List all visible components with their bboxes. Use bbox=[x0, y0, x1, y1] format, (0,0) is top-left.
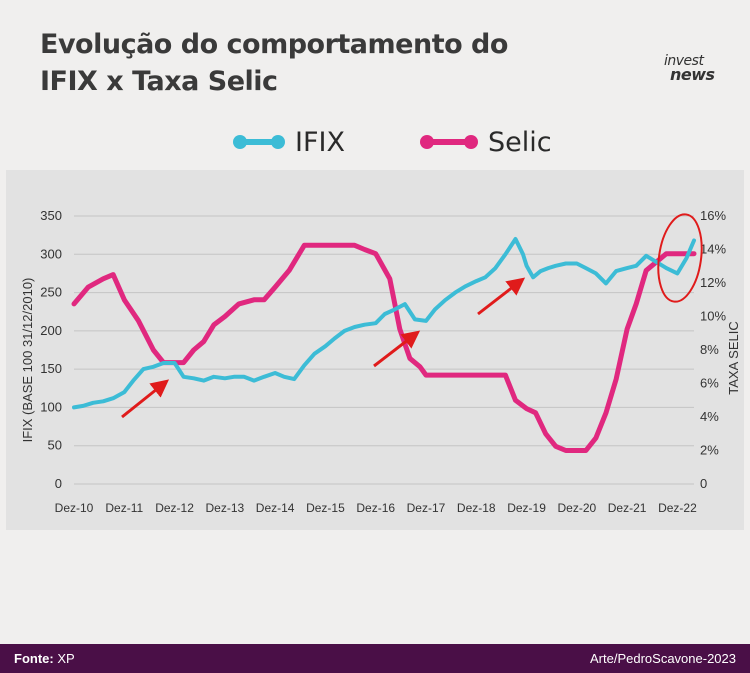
legend-marker-selic bbox=[420, 135, 478, 149]
source-note: Fonte: XP bbox=[14, 651, 75, 666]
logo-line-1: invest bbox=[664, 53, 704, 69]
right-axis-label: TAXA SELIC bbox=[726, 321, 741, 394]
chart-legend: IFIX Selic bbox=[0, 124, 750, 160]
right-tick-label: 12% bbox=[700, 275, 726, 290]
right-tick-label: 0 bbox=[700, 476, 707, 491]
series-line-selic bbox=[71, 242, 697, 453]
x-tick-label: Dez-20 bbox=[557, 501, 596, 515]
left-axis-label: IFIX (BASE 100 31/12/2010) bbox=[20, 278, 35, 443]
left-tick-label: 50 bbox=[48, 438, 62, 453]
title-line-1: Evolução do comportamento do bbox=[40, 29, 508, 60]
left-tick-label: 150 bbox=[40, 361, 62, 376]
left-tick-label: 0 bbox=[55, 476, 62, 491]
chart-area: 0 50 100 150 200 250 300 350 0 2% 4% 6% 8% 10% 12% 14%… bbox=[6, 170, 744, 530]
x-tick-label: Dez-18 bbox=[457, 501, 496, 515]
right-tick-label: 4% bbox=[700, 409, 719, 424]
right-tick-label: 16% bbox=[700, 208, 726, 223]
right-tick-label: 2% bbox=[700, 443, 719, 458]
annotation-arrow bbox=[373, 330, 421, 368]
x-tick-label: Dez-21 bbox=[608, 501, 647, 515]
artist-credit: Arte/PedroScavone-2023 bbox=[590, 651, 736, 666]
x-tick-label: Dez-19 bbox=[507, 501, 546, 515]
investnews-logo: invest news bbox=[664, 53, 715, 84]
line-chart: 0 50 100 150 200 250 300 350 0 2% 4% 6% 8% 10% 12% 14%… bbox=[20, 208, 741, 515]
legend-item-selic: Selic bbox=[420, 124, 552, 160]
annotation-arrow bbox=[121, 379, 170, 419]
legend-label-ifix: IFIX bbox=[295, 126, 345, 158]
title-line-2: IFIX x Taxa Selic bbox=[40, 66, 278, 97]
source-value: XP bbox=[57, 651, 75, 666]
left-tick-label: 300 bbox=[40, 246, 62, 261]
x-tick-label: Dez-12 bbox=[155, 501, 194, 515]
chart-title: Evolução do comportamento do IFIX x Taxa… bbox=[40, 26, 600, 100]
legend-marker-ifix bbox=[233, 135, 285, 149]
right-tick-label: 8% bbox=[700, 342, 719, 357]
x-tick-label: Dez-15 bbox=[306, 501, 345, 515]
right-tick-label: 6% bbox=[700, 376, 719, 391]
right-tick-label: 14% bbox=[700, 242, 726, 257]
x-tick-label: Dez-22 bbox=[658, 501, 697, 515]
source-label: Fonte: bbox=[14, 651, 54, 666]
annotation-arrow bbox=[477, 277, 526, 316]
left-tick-label: 350 bbox=[40, 208, 62, 223]
legend-item-ifix: IFIX bbox=[233, 124, 345, 160]
annotation-ellipse bbox=[657, 213, 703, 303]
footer-bar: Fonte: XP Arte/PedroScavone-2023 bbox=[0, 644, 750, 673]
left-tick-label: 100 bbox=[40, 399, 62, 414]
x-tick-label: Dez-10 bbox=[55, 501, 94, 515]
x-tick-label: Dez-14 bbox=[256, 501, 295, 515]
x-tick-label: Dez-11 bbox=[105, 501, 143, 515]
logo-line-2: news bbox=[670, 65, 715, 84]
x-tick-label: Dez-17 bbox=[407, 501, 446, 515]
legend-label-selic: Selic bbox=[488, 126, 552, 158]
left-tick-label: 200 bbox=[40, 323, 62, 338]
right-tick-label: 10% bbox=[700, 309, 726, 324]
x-tick-label: Dez-13 bbox=[206, 501, 245, 515]
left-tick-label: 250 bbox=[40, 285, 62, 300]
x-tick-label: Dez-16 bbox=[356, 501, 395, 515]
